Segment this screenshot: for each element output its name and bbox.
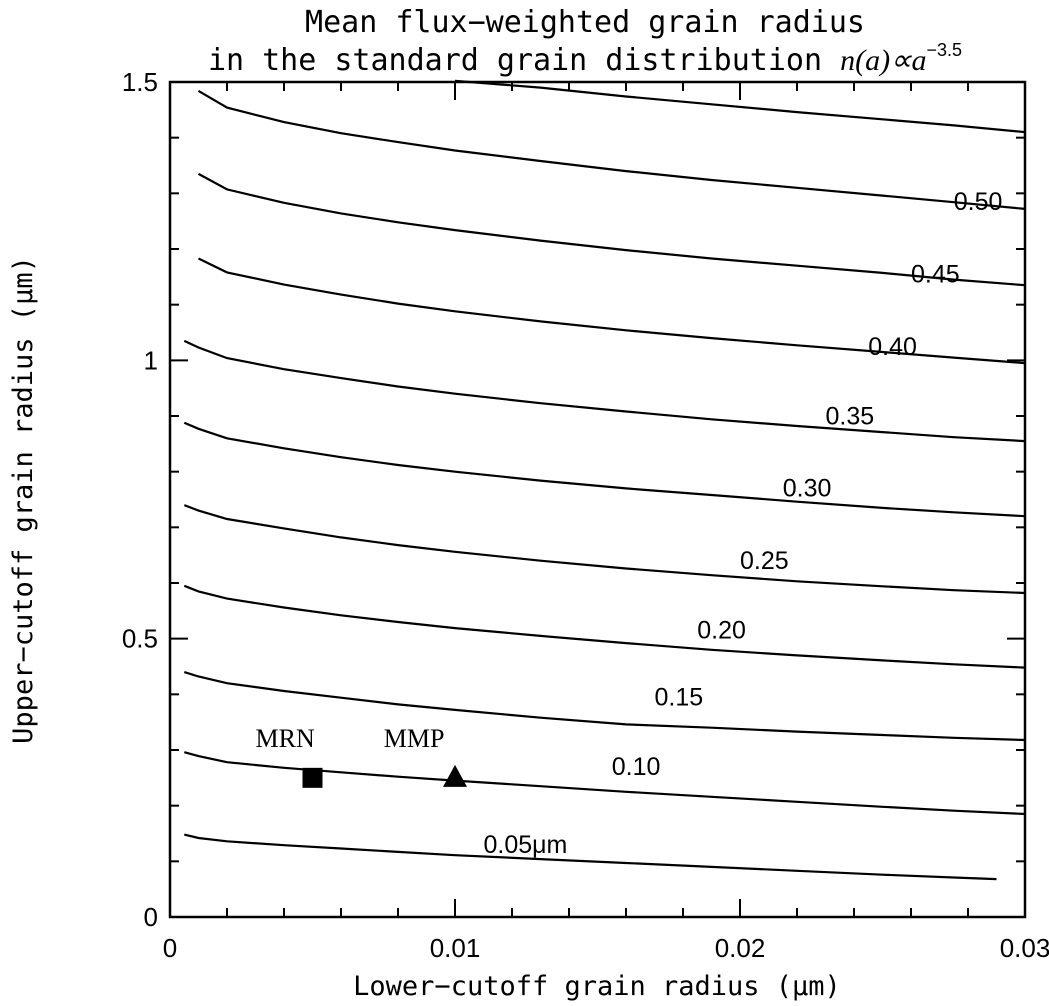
- contour-label: 0.35: [826, 402, 875, 430]
- contour-line: [197, 89, 1026, 210]
- y-tick-label: 0.5: [122, 624, 158, 654]
- subtitle-math: n(a)∝a: [840, 44, 926, 77]
- plot-frame: [168, 80, 1027, 919]
- chart-title: Mean flux−weighted grain radius: [305, 5, 865, 40]
- tick-labels: 0 0.01 0.02 0.03 0 0.5 1 1.5: [122, 67, 1049, 963]
- mrn-label: MRN: [256, 724, 315, 753]
- contour-label: 0.25: [740, 547, 789, 575]
- x-tick-label: 0.03: [1000, 933, 1049, 963]
- contour-line: [183, 584, 1026, 669]
- contour-label: 0.15: [655, 683, 704, 711]
- mmp-marker: [443, 764, 467, 787]
- contour-label: 0.30: [783, 475, 832, 503]
- contour-label: 0.50: [954, 188, 1003, 216]
- contour-line: [183, 504, 1026, 595]
- contour-label: 0.20: [697, 617, 746, 645]
- contour-line: [197, 172, 1026, 287]
- subtitle-exponent: −3.5: [927, 40, 963, 60]
- chart-subtitle: in the standard grain distribution n(a)∝…: [208, 40, 962, 78]
- x-tick-label: 0.02: [715, 933, 766, 963]
- contour-line: [454, 79, 1026, 134]
- markers: MRN MMP: [256, 724, 467, 788]
- y-tick-label: 0: [144, 902, 158, 932]
- mmp-label: MMP: [384, 724, 445, 753]
- contour-line: [183, 671, 1026, 742]
- contour-label: 0.10: [612, 753, 661, 781]
- contour-line: [184, 751, 1026, 816]
- mrn-marker: [302, 767, 323, 788]
- contour-labels: 0.05μm 0.10 0.15 0.20 0.25 0.30 0.35 0.40 0.45 0.…: [484, 188, 1003, 859]
- x-tick-label: 0: [163, 933, 177, 963]
- axis-ticks: [169, 81, 1026, 918]
- contour-line: [198, 257, 1026, 365]
- x-axis-label: Lower−cutoff grain radius (μm): [353, 971, 841, 1002]
- contour-label: 0.45: [911, 260, 960, 288]
- contour-lines: [183, 79, 1026, 881]
- y-tick-label: 1: [144, 345, 158, 375]
- contour-line: [183, 421, 1026, 518]
- contour-label: 0.40: [868, 333, 917, 361]
- contour-label: 0.05μm: [484, 831, 568, 859]
- x-tick-label: 0.01: [430, 933, 481, 963]
- subtitle-prefix: in the standard grain distribution: [208, 43, 840, 78]
- y-axis-label: Upper−cutoff grain radius (μm): [8, 256, 39, 744]
- y-tick-label: 1.5: [122, 67, 158, 97]
- contour-line: [183, 339, 1026, 443]
- contour-line: [184, 833, 997, 881]
